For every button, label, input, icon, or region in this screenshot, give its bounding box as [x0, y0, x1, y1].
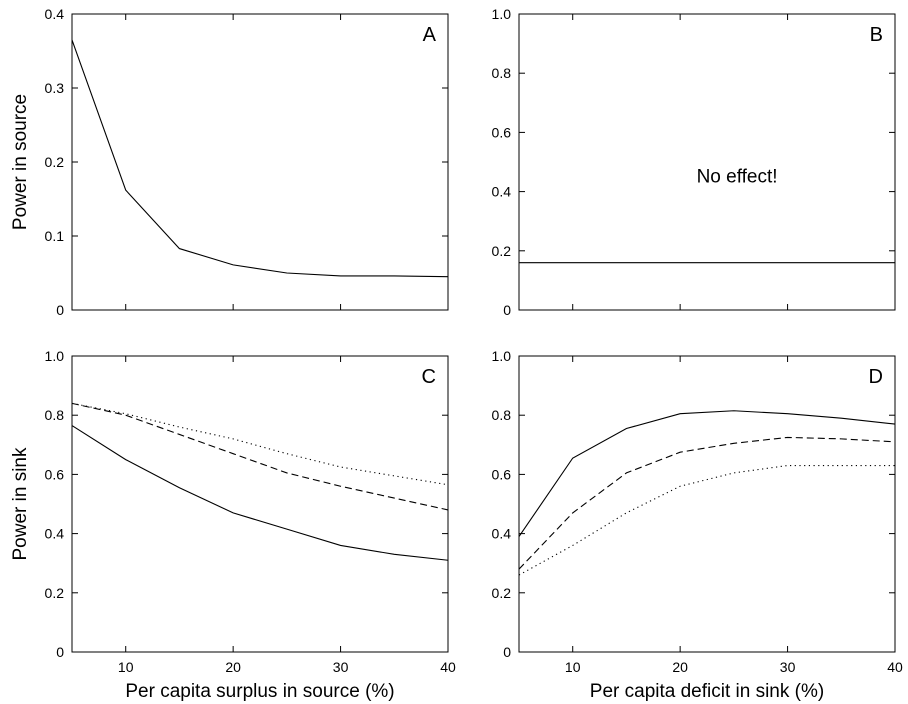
- y-tick-label: 0.4: [45, 6, 65, 22]
- axes-frame: [71, 13, 449, 311]
- y-tick-label: 0.6: [492, 466, 512, 482]
- y-tick-label: 0.6: [492, 124, 512, 140]
- x-axis-label: Per capita surplus in source (%): [125, 681, 394, 702]
- y-tick-label: 0.3: [45, 80, 65, 96]
- panel-label: B: [870, 24, 883, 46]
- y-tick-label: 0.8: [492, 65, 512, 81]
- axes-frame: [518, 355, 896, 653]
- y-tick-label: 0: [56, 644, 64, 660]
- annotation-text: No effect!: [697, 167, 778, 188]
- x-tick-label: 10: [118, 659, 134, 675]
- y-axis-label: Power in sink: [10, 447, 31, 560]
- y-tick-label: 0.1: [45, 228, 65, 244]
- y-tick-label: 0.4: [45, 526, 65, 542]
- y-axis-label: Power in source: [10, 94, 31, 230]
- axes-frame: [518, 13, 896, 311]
- panel-label: C: [422, 366, 436, 388]
- y-tick-label: 0.2: [45, 585, 65, 601]
- panel-d: 10 20 30 40 0 0.2 0.4 0.6 0.8 1.0 D Per capita defi…: [492, 348, 903, 702]
- x-tick-label: 40: [440, 659, 456, 675]
- x-tick-label: 20: [672, 659, 688, 675]
- y-tick-label: 0.2: [45, 154, 65, 170]
- y-tick-label: 0.8: [45, 407, 65, 423]
- x-tick-label: 20: [225, 659, 241, 675]
- panel-label: D: [869, 366, 883, 388]
- panel-b: 0 0.2 0.4 0.6 0.8 1.0 B No effect!: [492, 6, 896, 318]
- series-line-solid: [71, 39, 449, 278]
- y-tick-label: 0: [503, 644, 511, 660]
- panel-a: 0 0.1 0.2 0.3 0.4 A Power in source: [10, 6, 449, 318]
- y-tick-label: 0: [56, 302, 64, 318]
- x-tick-label: 40: [887, 659, 903, 675]
- x-axis-label: Per capita deficit in sink (%): [590, 681, 824, 702]
- series-line-dotted: [518, 464, 895, 576]
- series-line-dashed: [71, 402, 449, 511]
- series-line-dotted: [71, 402, 449, 486]
- y-tick-label: 0.2: [492, 585, 512, 601]
- y-tick-label: 0.8: [492, 407, 512, 423]
- y-tick-label: 0: [503, 302, 511, 318]
- x-tick-label: 30: [333, 659, 349, 675]
- y-tick-label: 1.0: [492, 348, 512, 364]
- x-tick-label: 10: [565, 659, 581, 675]
- y-tick-label: 0.4: [492, 184, 512, 200]
- y-tick-label: 0.6: [45, 466, 65, 482]
- y-tick-label: 0.2: [492, 243, 512, 259]
- series-line-solid: [518, 410, 896, 537]
- panel-label: A: [423, 24, 437, 46]
- series-line-dashed: [518, 436, 896, 570]
- y-tick-label: 1.0: [45, 348, 65, 364]
- y-tick-label: 1.0: [492, 6, 512, 22]
- x-tick-label: 30: [780, 659, 796, 675]
- axes-frame: [71, 355, 449, 653]
- series-line-solid: [71, 425, 449, 561]
- y-tick-label: 0.4: [492, 526, 512, 542]
- panel-c: 10 20 30 40 0 0.2 0.4 0.6 0.8 1.0 C Power in sink Pe…: [10, 348, 456, 702]
